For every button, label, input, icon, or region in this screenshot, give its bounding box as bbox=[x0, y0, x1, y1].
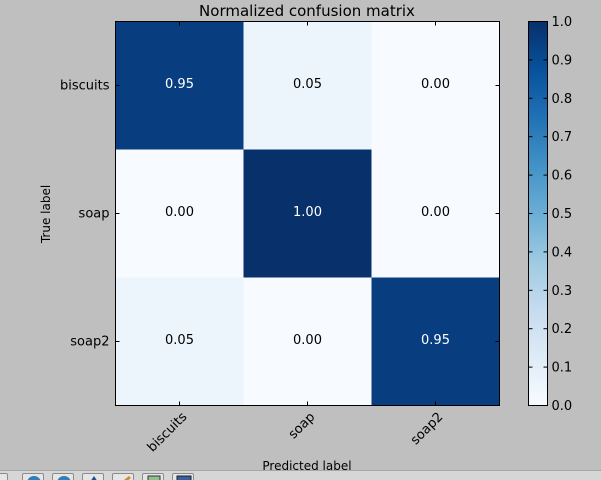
cell-value-label: 0.95 bbox=[421, 333, 450, 348]
colorbar-tick-label: 0.5 bbox=[552, 207, 573, 222]
cell-value-label: 0.00 bbox=[421, 77, 450, 92]
heatmap-cell bbox=[243, 21, 372, 150]
cell-value-label: 0.00 bbox=[421, 205, 450, 220]
cell-value-label: 0.05 bbox=[165, 333, 194, 348]
heatmap-cell bbox=[115, 149, 244, 278]
heatmap-cell bbox=[243, 149, 372, 278]
save-icon bbox=[176, 475, 192, 480]
x-axis-label: Predicted label bbox=[262, 459, 351, 470]
y-tick-label: soap bbox=[79, 207, 110, 222]
pan-icon bbox=[91, 476, 97, 480]
back-icon bbox=[27, 476, 41, 480]
colorbar-tick-label: 0.2 bbox=[552, 322, 573, 337]
heatmap-grid: 0.95 0.05 0.00 0.00 1.00 0.00 0.05 0.00 0.95 bbox=[115, 21, 500, 406]
y-axis-label: True label bbox=[39, 185, 53, 244]
cell-value-label: 0.00 bbox=[293, 333, 322, 348]
confusion-matrix-figure: Normalized confusion matrix 0.95 0.05 0.00… bbox=[39, 2, 573, 470]
toolbar bbox=[0, 470, 601, 480]
y-tick-label: soap2 bbox=[70, 335, 109, 350]
back-button[interactable] bbox=[22, 473, 44, 480]
colorbar-tick-label: 0.0 bbox=[552, 399, 573, 414]
colorbar-ticks: 0.0 0.1 0.2 0.3 0.4 0.5 0.6 0.7 0.8 0.9 1.0 bbox=[528, 15, 573, 414]
heatmap-cell bbox=[371, 21, 500, 150]
heatmap-cell bbox=[115, 21, 244, 150]
home-icon bbox=[0, 474, 9, 480]
heatmap-cell bbox=[115, 277, 244, 406]
chart-title: Normalized confusion matrix bbox=[199, 2, 415, 20]
colorbar-tick-label: 0.3 bbox=[552, 284, 573, 299]
colorbar-tick-label: 0.4 bbox=[552, 245, 573, 260]
forward-icon bbox=[57, 476, 71, 480]
heatmap-cell bbox=[371, 277, 500, 406]
colorbar-tick-label: 1.0 bbox=[552, 15, 573, 30]
cell-value-label: 1.00 bbox=[293, 205, 322, 220]
y-tick-label: biscuits bbox=[60, 79, 110, 94]
colorbar-tick-label: 0.7 bbox=[552, 130, 573, 145]
cell-value-label: 0.95 bbox=[165, 77, 194, 92]
colorbar-tick-label: 0.8 bbox=[552, 92, 573, 107]
configure-button[interactable] bbox=[142, 473, 164, 480]
forward-button[interactable] bbox=[52, 473, 74, 480]
colorbar-tick-label: 0.6 bbox=[552, 169, 573, 184]
colorbar-tick-label: 0.9 bbox=[552, 53, 573, 68]
pan-button[interactable] bbox=[82, 473, 104, 480]
cell-value-label: 0.05 bbox=[293, 77, 322, 92]
configure-icon bbox=[147, 475, 161, 480]
colorbar-tick-label: 0.1 bbox=[552, 361, 573, 376]
home-button[interactable] bbox=[0, 473, 8, 480]
save-button[interactable] bbox=[172, 473, 194, 480]
y-axis-ticks: biscuits soap soap2 bbox=[60, 79, 500, 350]
zoom-icon bbox=[124, 476, 131, 480]
zoom-button[interactable] bbox=[112, 473, 134, 480]
heatmap-cell bbox=[371, 149, 500, 278]
heatmap-cell bbox=[243, 277, 372, 406]
cell-value-label: 0.00 bbox=[165, 205, 194, 220]
